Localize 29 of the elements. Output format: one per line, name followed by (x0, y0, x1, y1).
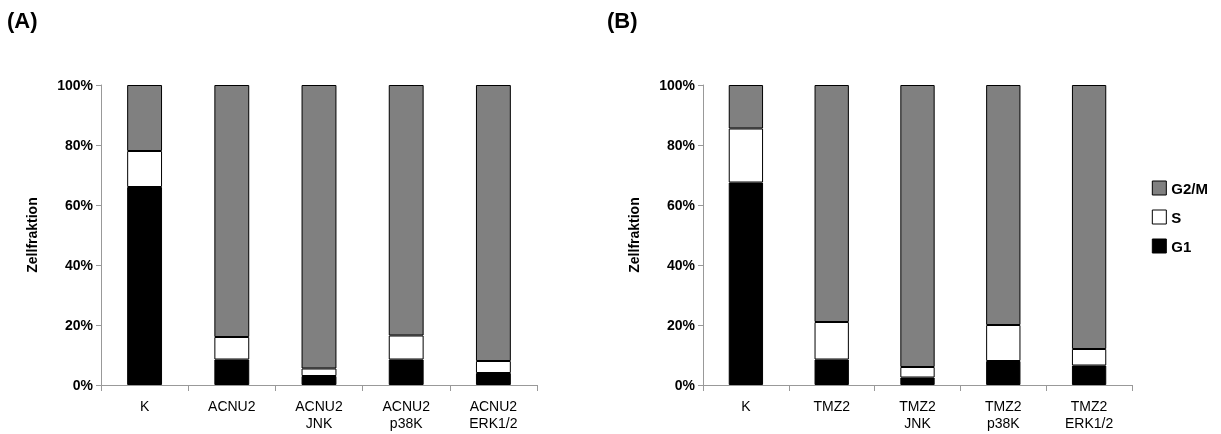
y-tick-label: 0% (72, 377, 94, 393)
x-tick-label: ACNU2 ERK1/2 (469, 397, 518, 431)
x-tick-label: TMZ2 (813, 397, 851, 414)
x-tick-label: ACNU2 JNK (295, 397, 343, 431)
y-tick-label: 40% (666, 257, 696, 273)
x-tick-label: TMZ2 p38K (985, 397, 1022, 431)
y-tick-label: 0% (674, 377, 696, 393)
y-tick-label: 60% (666, 197, 696, 213)
legend-label: G1 (1171, 237, 1192, 255)
x-tick-label: TMZ2 ERK1/2 (1064, 397, 1114, 431)
y-tick-label: 40% (64, 257, 94, 273)
y-axis-title: Zellfraktion (24, 197, 40, 273)
y-tick-label: 20% (666, 317, 696, 333)
y-tick-label: 60% (64, 197, 94, 213)
y-tick-label: 100% (659, 77, 696, 93)
y-tick-label: 80% (666, 137, 696, 153)
y-tick-label: 80% (64, 137, 94, 153)
y-axis-title: Zellfraktion (626, 197, 642, 273)
x-tick-label: K (741, 397, 752, 414)
x-tick-label: ACNU2 (208, 397, 256, 414)
x-tick-label: ACNU2 p38K (382, 397, 431, 431)
x-tick-label: K (139, 397, 150, 414)
legend-label: S (1171, 208, 1182, 226)
y-tick-label: 20% (64, 317, 94, 333)
x-tick-label: TMZ2 JNK (899, 397, 936, 431)
chart-title: (A) (7, 7, 38, 33)
chart-title: (B) (607, 7, 638, 33)
y-tick-label: 100% (57, 77, 94, 93)
legend-label: G2/M (1171, 179, 1209, 197)
